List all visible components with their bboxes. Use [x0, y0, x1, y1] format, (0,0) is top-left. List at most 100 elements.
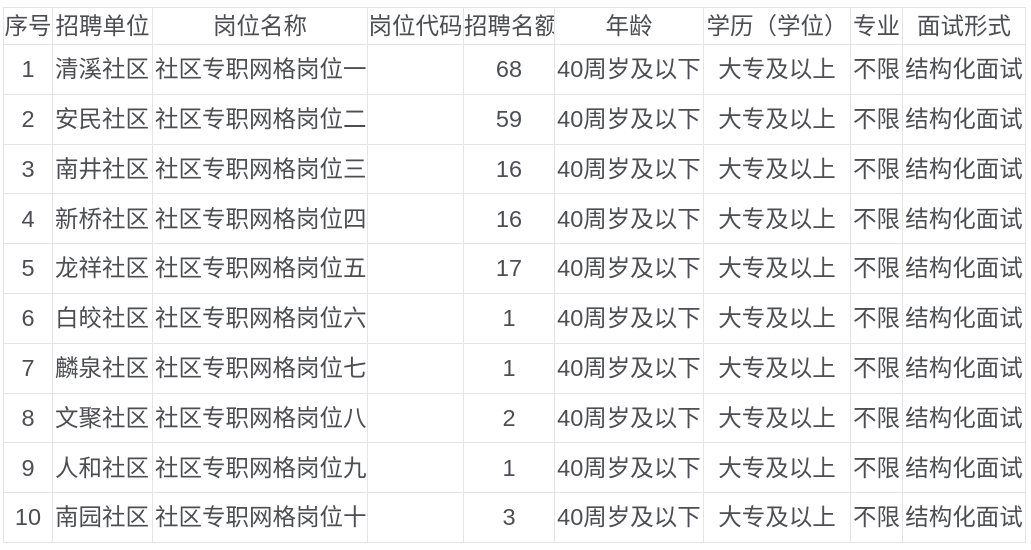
cell-position-name: 社区专职网格岗位七 [152, 342, 368, 394]
cell-quota: 1 [463, 292, 555, 344]
cell-index: 3 [3, 143, 53, 195]
cell-position-code [367, 143, 464, 195]
cell-employer: 新桥社区 [52, 193, 153, 245]
cell-interview-format: 结构化面试 [902, 492, 1026, 543]
cell-employer: 文聚社区 [52, 392, 153, 444]
cell-age: 40周岁及以下 [554, 442, 704, 494]
cell-quota: 1 [463, 442, 555, 494]
cell-interview-format: 结构化面试 [902, 392, 1026, 444]
cell-position-code [367, 93, 464, 145]
cell-employer: 南井社区 [52, 143, 153, 195]
table-row: 1 清溪社区 社区专职网格岗位一 68 40周岁及以下 大专及以上 不限 结构化面试 [3, 44, 1026, 95]
cell-index: 7 [3, 342, 53, 394]
cell-interview-format: 结构化面试 [902, 243, 1026, 294]
cell-position-name: 社区专职网格岗位八 [152, 392, 368, 444]
cell-index: 6 [3, 292, 53, 344]
cell-interview-format: 结构化面试 [902, 292, 1026, 344]
cell-education: 大专及以上 [703, 143, 851, 195]
column-header-interview-format: 面试形式 [902, 7, 1026, 45]
cell-quota: 2 [463, 392, 555, 444]
cell-index: 2 [3, 93, 53, 145]
cell-position-name: 社区专职网格岗位三 [152, 143, 368, 195]
cell-index: 4 [3, 193, 53, 245]
cell-quota: 16 [463, 143, 555, 195]
cell-position-name: 社区专职网格岗位二 [152, 93, 368, 145]
column-header-position-code: 岗位代码 [367, 7, 464, 45]
recruitment-positions-table: 序号 招聘单位 岗位名称 岗位代码 招聘名额 年龄 学历（学位） 专业 面试形式 1 清溪社区 社区… [3, 7, 1026, 543]
cell-education: 大专及以上 [703, 292, 851, 344]
cell-index: 5 [3, 243, 53, 294]
cell-employer: 清溪社区 [52, 44, 153, 95]
cell-education: 大专及以上 [703, 193, 851, 245]
cell-quota: 17 [463, 243, 555, 294]
table-header-row: 序号 招聘单位 岗位名称 岗位代码 招聘名额 年龄 学历（学位） 专业 面试形式 [3, 7, 1026, 45]
cell-age: 40周岁及以下 [554, 44, 704, 95]
cell-age: 40周岁及以下 [554, 292, 704, 344]
table-row: 5 龙祥社区 社区专职网格岗位五 17 40周岁及以下 大专及以上 不限 结构化面试 [3, 243, 1026, 294]
cell-quota: 16 [463, 193, 555, 245]
cell-position-code [367, 392, 464, 444]
cell-age: 40周岁及以下 [554, 143, 704, 195]
cell-interview-format: 结构化面试 [902, 342, 1026, 394]
cell-age: 40周岁及以下 [554, 193, 704, 245]
cell-quota: 68 [463, 44, 555, 95]
cell-index: 9 [3, 442, 53, 494]
column-header-age: 年龄 [554, 7, 704, 45]
cell-position-code [367, 292, 464, 344]
cell-major: 不限 [850, 93, 903, 145]
cell-employer: 南园社区 [52, 492, 153, 543]
cell-education: 大专及以上 [703, 492, 851, 543]
column-header-position-name: 岗位名称 [152, 7, 368, 45]
cell-major: 不限 [850, 193, 903, 245]
cell-education: 大专及以上 [703, 342, 851, 394]
cell-major: 不限 [850, 392, 903, 444]
cell-interview-format: 结构化面试 [902, 143, 1026, 195]
cell-age: 40周岁及以下 [554, 492, 704, 543]
cell-employer: 麟泉社区 [52, 342, 153, 394]
cell-education: 大专及以上 [703, 392, 851, 444]
cell-quota: 59 [463, 93, 555, 145]
cell-position-code [367, 492, 464, 543]
cell-position-code [367, 44, 464, 95]
cell-age: 40周岁及以下 [554, 93, 704, 145]
cell-position-name: 社区专职网格岗位一 [152, 44, 368, 95]
cell-education: 大专及以上 [703, 93, 851, 145]
cell-employer: 人和社区 [52, 442, 153, 494]
cell-major: 不限 [850, 243, 903, 294]
table-row: 3 南井社区 社区专职网格岗位三 16 40周岁及以下 大专及以上 不限 结构化面试 [3, 143, 1026, 195]
table-row: 9 人和社区 社区专职网格岗位九 1 40周岁及以下 大专及以上 不限 结构化面试 [3, 442, 1026, 494]
cell-employer: 白皎社区 [52, 292, 153, 344]
cell-education: 大专及以上 [703, 44, 851, 95]
cell-position-name: 社区专职网格岗位四 [152, 193, 368, 245]
cell-position-code [367, 442, 464, 494]
cell-interview-format: 结构化面试 [902, 93, 1026, 145]
cell-age: 40周岁及以下 [554, 392, 704, 444]
cell-major: 不限 [850, 143, 903, 195]
cell-position-code [367, 193, 464, 245]
column-header-education: 学历（学位） [703, 7, 851, 45]
cell-major: 不限 [850, 342, 903, 394]
cell-major: 不限 [850, 292, 903, 344]
column-header-index: 序号 [3, 7, 53, 45]
table-row: 2 安民社区 社区专职网格岗位二 59 40周岁及以下 大专及以上 不限 结构化面试 [3, 93, 1026, 145]
cell-index: 8 [3, 392, 53, 444]
cell-major: 不限 [850, 44, 903, 95]
cell-quota: 1 [463, 342, 555, 394]
cell-position-name: 社区专职网格岗位十 [152, 492, 368, 543]
table-row: 8 文聚社区 社区专职网格岗位八 2 40周岁及以下 大专及以上 不限 结构化面试 [3, 392, 1026, 444]
cell-interview-format: 结构化面试 [902, 442, 1026, 494]
cell-index: 10 [3, 492, 53, 543]
cell-position-code [367, 243, 464, 294]
cell-interview-format: 结构化面试 [902, 44, 1026, 95]
column-header-quota: 招聘名额 [463, 7, 555, 45]
cell-position-name: 社区专职网格岗位六 [152, 292, 368, 344]
cell-employer: 安民社区 [52, 93, 153, 145]
cell-index: 1 [3, 44, 53, 95]
table-row: 6 白皎社区 社区专职网格岗位六 1 40周岁及以下 大专及以上 不限 结构化面试 [3, 292, 1026, 344]
cell-position-name: 社区专职网格岗位九 [152, 442, 368, 494]
cell-quota: 3 [463, 492, 555, 543]
cell-employer: 龙祥社区 [52, 243, 153, 294]
table-row: 7 麟泉社区 社区专职网格岗位七 1 40周岁及以下 大专及以上 不限 结构化面试 [3, 342, 1026, 394]
cell-education: 大专及以上 [703, 243, 851, 294]
